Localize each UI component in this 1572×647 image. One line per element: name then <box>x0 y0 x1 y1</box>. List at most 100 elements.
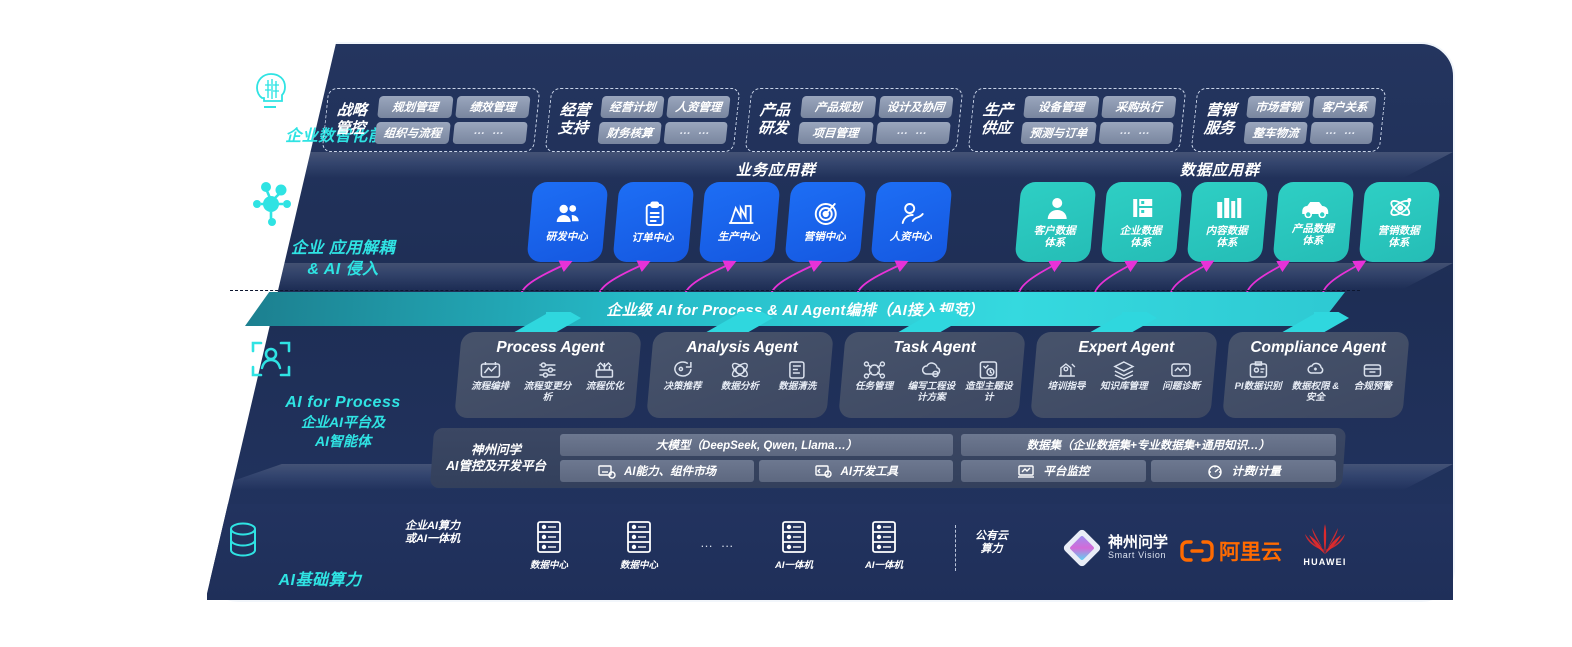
agent-card-compliance[interactable]: Compliance Agent PI数据识别 数据权限 & 安全 <box>1222 332 1410 418</box>
agent-capability[interactable]: PI数据识别 <box>1230 360 1287 403</box>
group-cell[interactable]: 预测与订单 <box>1020 122 1097 144</box>
platform-dataset-bar[interactable]: 数据集（企业数据集+专业数据集+通用知识…） <box>961 434 1336 456</box>
group-cell[interactable]: 整车物流 <box>1243 122 1308 144</box>
group-name: 战略 管控 <box>334 102 368 137</box>
strategy-group: 营销 服务 市场营销 客户关系 整车物流 … … <box>1190 88 1387 152</box>
agent-capability[interactable]: 数据分析 <box>712 360 769 393</box>
layer-label-text-3: AI智能体 <box>315 433 371 449</box>
strategy-group: 战略 管控 规划管理 绩效管理 组织与流程 … … <box>321 88 541 152</box>
agent-capability[interactable]: 流程优化 <box>576 360 633 403</box>
data-card-marketing[interactable]: 营销数据 体系 <box>1358 182 1441 262</box>
agent-name: Analysis Agent <box>686 339 799 356</box>
capability-label: PI数据识别 <box>1234 381 1282 392</box>
platform-button-monitor[interactable]: 平台监控 <box>961 460 1147 482</box>
agent-card-task[interactable]: Task Agent 任务管理 编写工程设计方案 <box>838 332 1026 418</box>
ai-platform-bar: 神州问学 AI管控及开发平台 大模型（DeepSeek, Qwen, Llama… <box>429 428 1347 488</box>
app-card-rd[interactable]: 研发中心 <box>526 182 609 262</box>
data-card-content[interactable]: 内容数据 体系 <box>1186 182 1269 262</box>
group-cell[interactable]: 财务核算 <box>597 122 662 144</box>
agent-capability[interactable]: 决策推荐 <box>654 360 711 393</box>
agent-name: Process Agent <box>496 339 605 356</box>
capability-label: 问题诊断 <box>1162 381 1201 392</box>
platform-name: 神州问学 AI管控及开发平台 <box>445 443 546 473</box>
platform-llm-bar[interactable]: 大模型（DeepSeek, Qwen, Llama…） <box>560 434 954 456</box>
agent-capability[interactable]: 任务管理 <box>846 360 903 403</box>
server-icon <box>624 520 654 554</box>
agent-capability[interactable]: 造型主题设计 <box>960 360 1017 403</box>
group-cell[interactable]: 市场营销 <box>1246 96 1311 118</box>
group-cell-more[interactable]: … … <box>874 122 951 144</box>
vendor-name: 神州问学 <box>1108 533 1169 551</box>
group-cell-more[interactable]: … … <box>663 122 728 144</box>
agent-capability[interactable]: 知识库管理 <box>1096 360 1153 393</box>
vendor-shenzhou[interactable]: 神州问学 Smart Vision <box>1062 528 1168 568</box>
agent-capability[interactable]: 数据清洗 <box>769 360 826 393</box>
agent-card-analysis[interactable]: Analysis Agent 决策推荐 数据分析 <box>646 332 834 418</box>
layers-icon <box>1113 360 1135 380</box>
strategy-group: 经营 支持 经营计划 人资管理 财务核算 … … <box>544 88 741 152</box>
layer-label-compute: AI基础算力 <box>225 520 415 591</box>
capability-label: 流程优化 <box>585 381 624 392</box>
infra-item-appliance-2: AI一体机 <box>865 520 903 572</box>
group-cell[interactable]: 客户关系 <box>1312 96 1377 118</box>
group-cell[interactable]: 规划管理 <box>377 96 454 118</box>
factory-icon <box>727 202 754 226</box>
app-card-hr[interactable]: 人资中心 <box>870 182 953 262</box>
group-cell[interactable]: 绩效管理 <box>454 96 531 118</box>
agent-card-process[interactable]: Process Agent 流程编排 流程变更分析 <box>454 332 642 418</box>
agent-capability[interactable]: 编写工程设计方案 <box>903 360 960 403</box>
agent-capability[interactable]: 合规预警 <box>1344 360 1401 403</box>
layer-label-text-2: 企业AI平台及 <box>301 414 385 430</box>
data-card-customer[interactable]: 客户数据 体系 <box>1014 182 1097 262</box>
agent-cards-row: Process Agent 流程编排 流程变更分析 <box>454 332 1410 418</box>
infra-label: 公有云 算力 <box>975 530 1008 555</box>
person-scan-icon <box>248 336 438 382</box>
data-card-product[interactable]: 产品数据 体系 <box>1272 182 1355 262</box>
section-divider <box>230 290 1360 291</box>
agent-capability[interactable]: 培训指导 <box>1038 360 1095 393</box>
app-card-marketing[interactable]: 营销中心 <box>784 182 867 262</box>
app-card-production[interactable]: 生产中心 <box>698 182 781 262</box>
group-cell[interactable]: 组织与流程 <box>374 122 451 144</box>
data-card-label: 企业数据 体系 <box>1119 224 1162 249</box>
group-name: 产品 研发 <box>757 102 791 137</box>
agent-capability[interactable]: 流程变更分析 <box>519 360 576 403</box>
group-cell-more[interactable]: … … <box>451 122 528 144</box>
app-card-label: 营销中心 <box>803 231 846 243</box>
group-cell[interactable]: 产品规划 <box>800 96 877 118</box>
platform-button-market[interactable]: AI能力、组件市场 <box>560 460 755 482</box>
vendor-aliyun[interactable]: 阿里云 <box>1180 536 1282 566</box>
layer-label-text-2: & AI 侵入 <box>307 261 379 278</box>
group-cell[interactable]: 经营计划 <box>600 96 665 118</box>
platform-button-devtools[interactable]: AI开发工具 <box>759 460 954 482</box>
infra-label: AI一体机 <box>865 560 904 571</box>
group-cell[interactable]: 人资管理 <box>666 96 731 118</box>
group-cell[interactable]: 项目管理 <box>797 122 874 144</box>
atom-icon <box>1388 195 1413 220</box>
group-cell[interactable]: 设备管理 <box>1023 96 1100 118</box>
agent-capability[interactable]: 问题诊断 <box>1153 360 1210 393</box>
brain-head-icon <box>248 68 438 116</box>
app-card-label: 人资中心 <box>889 230 932 243</box>
vendor-name: 阿里云 <box>1219 541 1282 564</box>
group-cell[interactable]: 设计及协同 <box>877 96 954 118</box>
platform-button-label: 平台监控 <box>1043 466 1090 478</box>
layer-separator-1 <box>207 152 1453 178</box>
app-card-order[interactable]: 订单中心 <box>612 182 695 262</box>
infra-item-appliance-1: AI一体机 <box>775 520 813 572</box>
group-cell[interactable]: 采购执行 <box>1100 96 1177 118</box>
vendor-huawei[interactable]: HUAWEI <box>1298 522 1352 567</box>
strategy-groups-row: 战略 管控 规划管理 绩效管理 组织与流程 … … 经营 支持 经营计划 人资管… <box>321 88 1387 152</box>
agent-card-expert[interactable]: Expert Agent 培训指导 知识库管理 <box>1030 332 1218 418</box>
molecule-icon <box>248 178 438 228</box>
platform-button-billing[interactable]: 计费/计量 <box>1151 460 1337 482</box>
monitor-icon <box>1018 464 1036 479</box>
data-card-label: 产品数据 体系 <box>1291 222 1334 247</box>
agent-capability[interactable]: 数据权限 & 安全 <box>1287 360 1344 403</box>
group-cell-more[interactable]: … … <box>1097 122 1174 144</box>
cloud-gear-icon <box>920 360 942 380</box>
data-card-enterprise[interactable]: 企业数据 体系 <box>1100 182 1183 262</box>
group-cell-more[interactable]: … … <box>1309 122 1374 144</box>
atom-analysis-icon <box>729 360 751 380</box>
agent-capability[interactable]: 流程编排 <box>462 360 519 403</box>
